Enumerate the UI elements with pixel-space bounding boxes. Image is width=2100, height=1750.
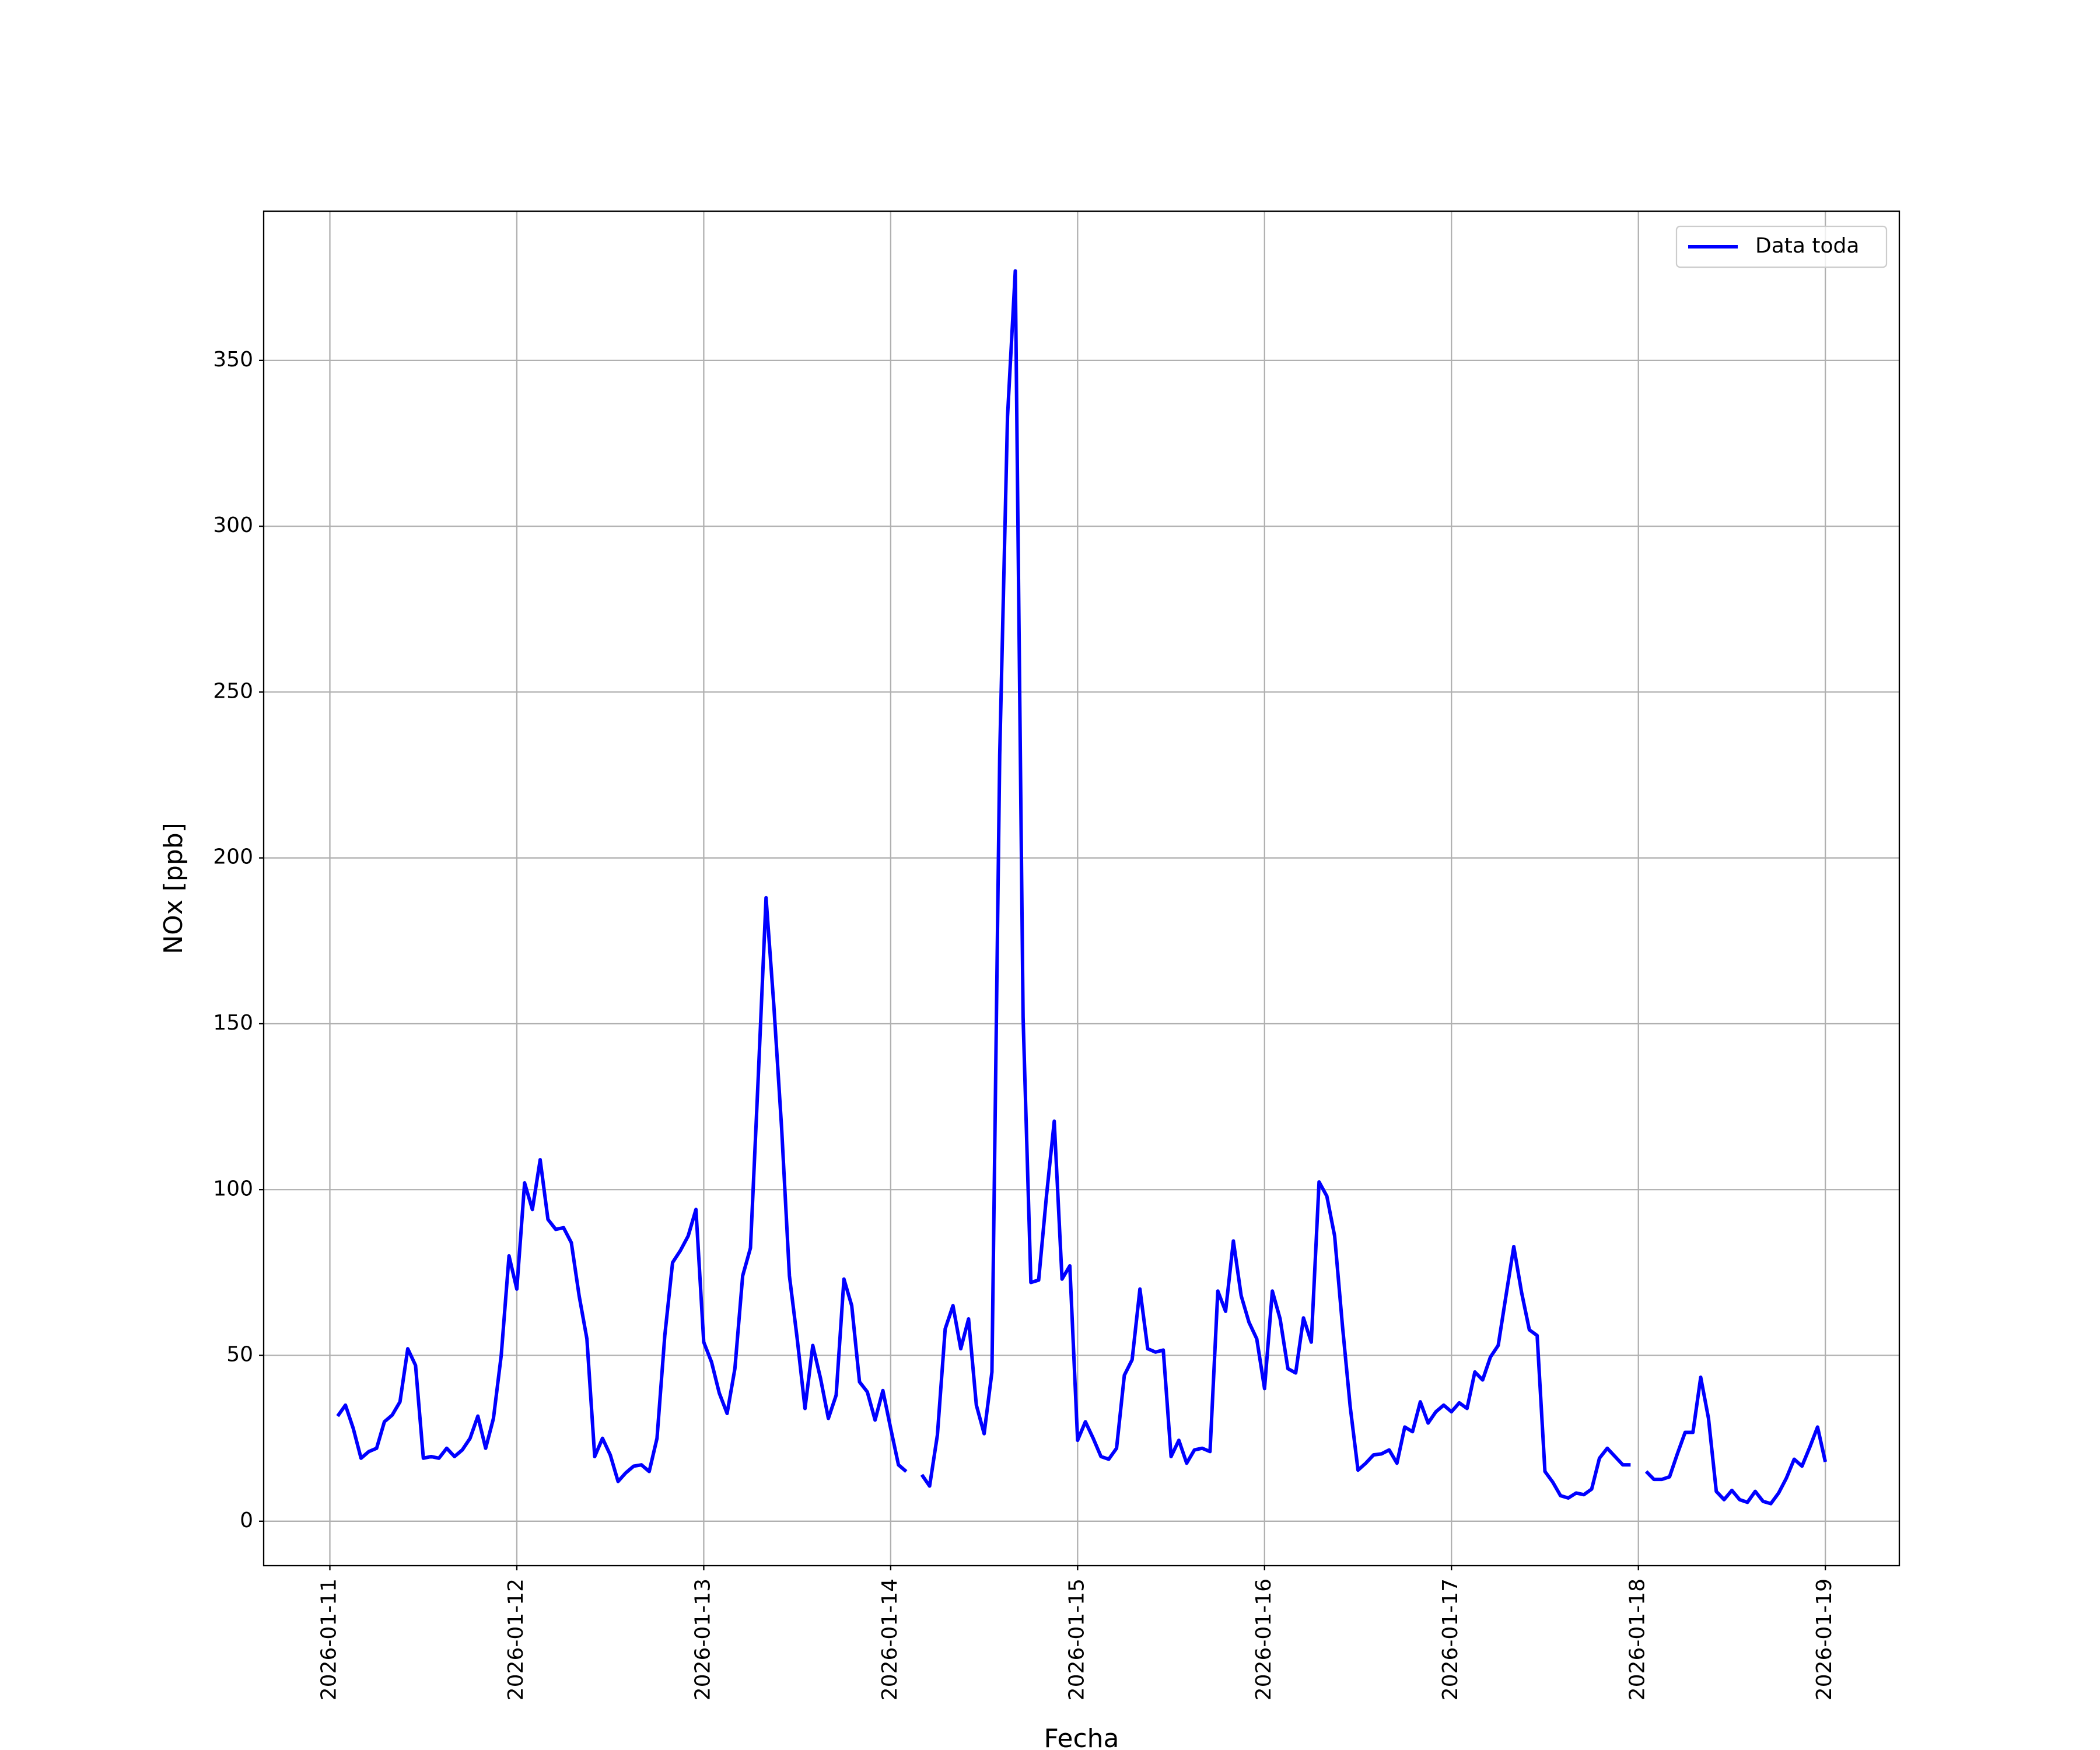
x-tick-label: 2026-01-14 [878, 1578, 902, 1700]
y-tick-label: 50 [226, 1343, 253, 1367]
y-tick-label: 300 [213, 513, 253, 537]
legend: Data toda [1675, 225, 1888, 268]
y-tick-label: 200 [213, 845, 253, 869]
data-line [336, 269, 1828, 1506]
x-tick-label: 2026-01-19 [1812, 1578, 1836, 1700]
x-tick-label: 2026-01-16 [1252, 1578, 1276, 1700]
y-tick-label: 100 [213, 1177, 253, 1200]
axes-frame [262, 210, 1901, 1567]
y-tick-label: 0 [240, 1508, 253, 1532]
x-tick-label: 2026-01-13 [691, 1578, 715, 1700]
legend-label: Data toda [1755, 234, 1859, 258]
x-tick-label: 2026-01-18 [1626, 1578, 1650, 1700]
y-tick-label: 350 [213, 348, 253, 372]
y-axis-label: NOx [ppb] [159, 822, 188, 954]
x-tick-label: 2026-01-17 [1438, 1578, 1462, 1700]
x-tick-label: 2026-01-12 [504, 1578, 528, 1700]
legend-box [1675, 225, 1888, 268]
x-tick-label: 2026-01-15 [1065, 1578, 1088, 1700]
plot-area: 0 50 100 150 200 250 300 350 2026-01-11 2026-01-1… [213, 210, 1901, 1700]
x-axis-label: Fecha [1044, 1724, 1119, 1750]
y-tick-label: 250 [213, 679, 253, 703]
x-tick-label: 2026-01-11 [317, 1578, 341, 1700]
y-tick-label: 150 [213, 1011, 253, 1035]
